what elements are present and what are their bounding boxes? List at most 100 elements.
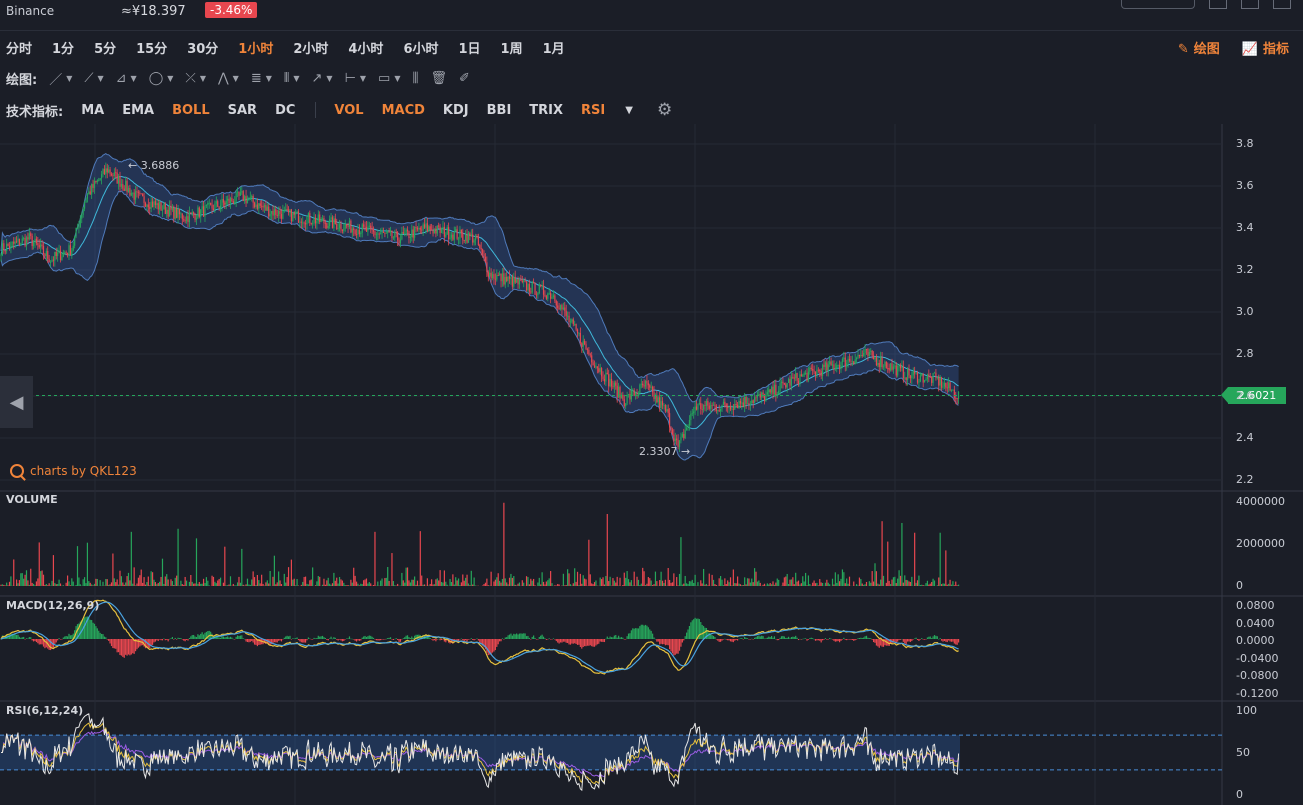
indicator-bbi[interactable]: BBI <box>486 102 512 118</box>
candle-body <box>261 205 263 207</box>
indicator-boll[interactable]: BOLL <box>172 102 210 118</box>
macd-histogram-bar <box>201 632 203 639</box>
macd-histogram-bar <box>742 639 744 640</box>
macd-histogram-bar <box>649 629 651 639</box>
comment-tool[interactable]: ▭ ▼ <box>378 71 401 86</box>
volume-bar <box>58 579 60 586</box>
indicator-kdj[interactable]: KDJ <box>442 102 469 118</box>
macd-histogram-bar <box>561 639 563 643</box>
macd-axis-label: -0.0400 <box>1236 651 1279 665</box>
favorite-icon[interactable] <box>1273 0 1291 9</box>
interval-tab[interactable]: 5分 <box>94 42 117 57</box>
scroll-left-button[interactable]: ◀ <box>0 376 33 428</box>
volume-bar <box>718 578 720 586</box>
volume-bar <box>572 583 574 586</box>
fib-tool[interactable]: ≣ ▼ <box>250 71 272 86</box>
line-tool[interactable]: ／ ▼ <box>49 73 73 88</box>
price-axis-label: 2.6 <box>1236 389 1254 402</box>
indicator-macd[interactable]: MACD <box>381 102 425 118</box>
indicator-ma[interactable]: MA <box>81 102 105 118</box>
layout-icon[interactable] <box>1209 0 1227 9</box>
candle-body <box>915 372 917 374</box>
volume-bar <box>286 577 288 586</box>
arrow-tool[interactable]: ↗ ▼ <box>311 71 333 86</box>
wave-tool[interactable]: ⤫ ▼ <box>185 71 206 86</box>
angle-tool[interactable]: ⊿ ▼ <box>115 71 137 86</box>
macd-histogram-bar <box>724 638 726 640</box>
volume-bar <box>483 583 485 586</box>
volume-bar <box>908 581 910 586</box>
candle-body <box>18 238 21 246</box>
indicator-trix[interactable]: TRIX <box>529 102 564 118</box>
interval-tab[interactable]: 1小时 <box>238 42 274 57</box>
candle-body <box>409 237 411 238</box>
pattern-tool[interactable]: ⋀ ▼ <box>217 71 239 86</box>
fullscreen-icon[interactable] <box>1241 0 1259 9</box>
candle-body <box>897 366 899 376</box>
candle-body <box>416 227 419 230</box>
high-value: 3.6886 <box>140 159 180 172</box>
price-axis-label: 2.8 <box>1236 347 1254 360</box>
interval-tab[interactable]: 1分 <box>52 42 75 57</box>
candle-body <box>166 209 168 214</box>
macd-histogram-bar <box>749 639 751 640</box>
bars-icon[interactable]: ⫼ <box>412 71 419 86</box>
credit-link[interactable]: charts by QKL123 <box>10 464 137 478</box>
range-tool[interactable]: ⊢ ▼ <box>344 71 367 86</box>
indicator-dc[interactable]: DC <box>275 102 296 118</box>
volume-bar <box>372 585 375 586</box>
indicator-rsi[interactable]: RSI <box>581 102 606 118</box>
volume-bar <box>370 583 372 586</box>
macd-histogram-bar <box>59 639 62 640</box>
volume-bar <box>125 582 127 586</box>
macd-histogram-bar <box>178 638 181 639</box>
chevron-down-icon: ▼ <box>97 74 104 83</box>
candle-body <box>164 203 166 214</box>
candle-body <box>861 355 863 356</box>
circle-tool[interactable]: ◯ ▼ <box>148 71 174 86</box>
indicator-toggle-button[interactable]: 📈 指标 <box>1242 38 1289 57</box>
macd-histogram-bar <box>100 633 103 639</box>
ray-tool[interactable]: ⟋ ▼ <box>84 71 104 86</box>
macd-histogram-bar <box>838 639 841 643</box>
gear-icon[interactable]: ⚙ <box>656 100 673 120</box>
candle-body <box>708 405 710 409</box>
eraser-icon[interactable]: ✐ <box>459 71 470 86</box>
candle-body <box>895 365 897 376</box>
interval-tab[interactable]: 1周 <box>500 42 523 57</box>
indicator-ema[interactable]: EMA <box>122 102 155 118</box>
volume-bar <box>360 583 362 586</box>
interval-tab[interactable]: 分时 <box>6 42 33 57</box>
volume-bar <box>953 585 955 586</box>
indicator-vol[interactable]: VOL <box>334 102 364 118</box>
macd-histogram-bar <box>416 634 419 639</box>
candle-body <box>623 399 625 407</box>
interval-tab[interactable]: 1日 <box>458 42 481 57</box>
candle-body <box>360 232 362 235</box>
interval-tab[interactable]: 30分 <box>187 42 219 57</box>
indicator-sar[interactable]: SAR <box>227 102 258 118</box>
chart-canvas[interactable] <box>0 124 1303 805</box>
more-indicators-dropdown[interactable]: ▼ <box>625 104 633 116</box>
macd-histogram-bar <box>824 638 827 639</box>
trash-icon[interactable]: 🗑 <box>430 71 447 86</box>
volume-bar <box>217 580 219 586</box>
candle-body <box>921 373 923 376</box>
interval-tab[interactable]: 15分 <box>136 42 168 57</box>
interval-tab[interactable]: 1月 <box>542 42 565 57</box>
volume-bar <box>755 571 757 586</box>
interval-tab[interactable]: 2小时 <box>293 42 329 57</box>
volume-bar <box>769 583 771 586</box>
volume-bar <box>31 582 33 586</box>
volume-bar <box>10 576 12 586</box>
interval-tab[interactable]: 6小时 <box>403 42 439 57</box>
candle-body <box>269 213 271 217</box>
settings-button[interactable] <box>1121 0 1195 9</box>
interval-tab[interactable]: 4小时 <box>348 42 384 57</box>
draw-toggle-button[interactable]: ✎ 绘图 <box>1178 38 1220 57</box>
macd-histogram-bar <box>89 619 91 639</box>
channel-tool[interactable]: ⫴ ▼ <box>283 71 300 86</box>
candle-body <box>678 440 681 447</box>
volume-bar <box>735 583 737 586</box>
macd-histogram-bar <box>459 639 461 640</box>
